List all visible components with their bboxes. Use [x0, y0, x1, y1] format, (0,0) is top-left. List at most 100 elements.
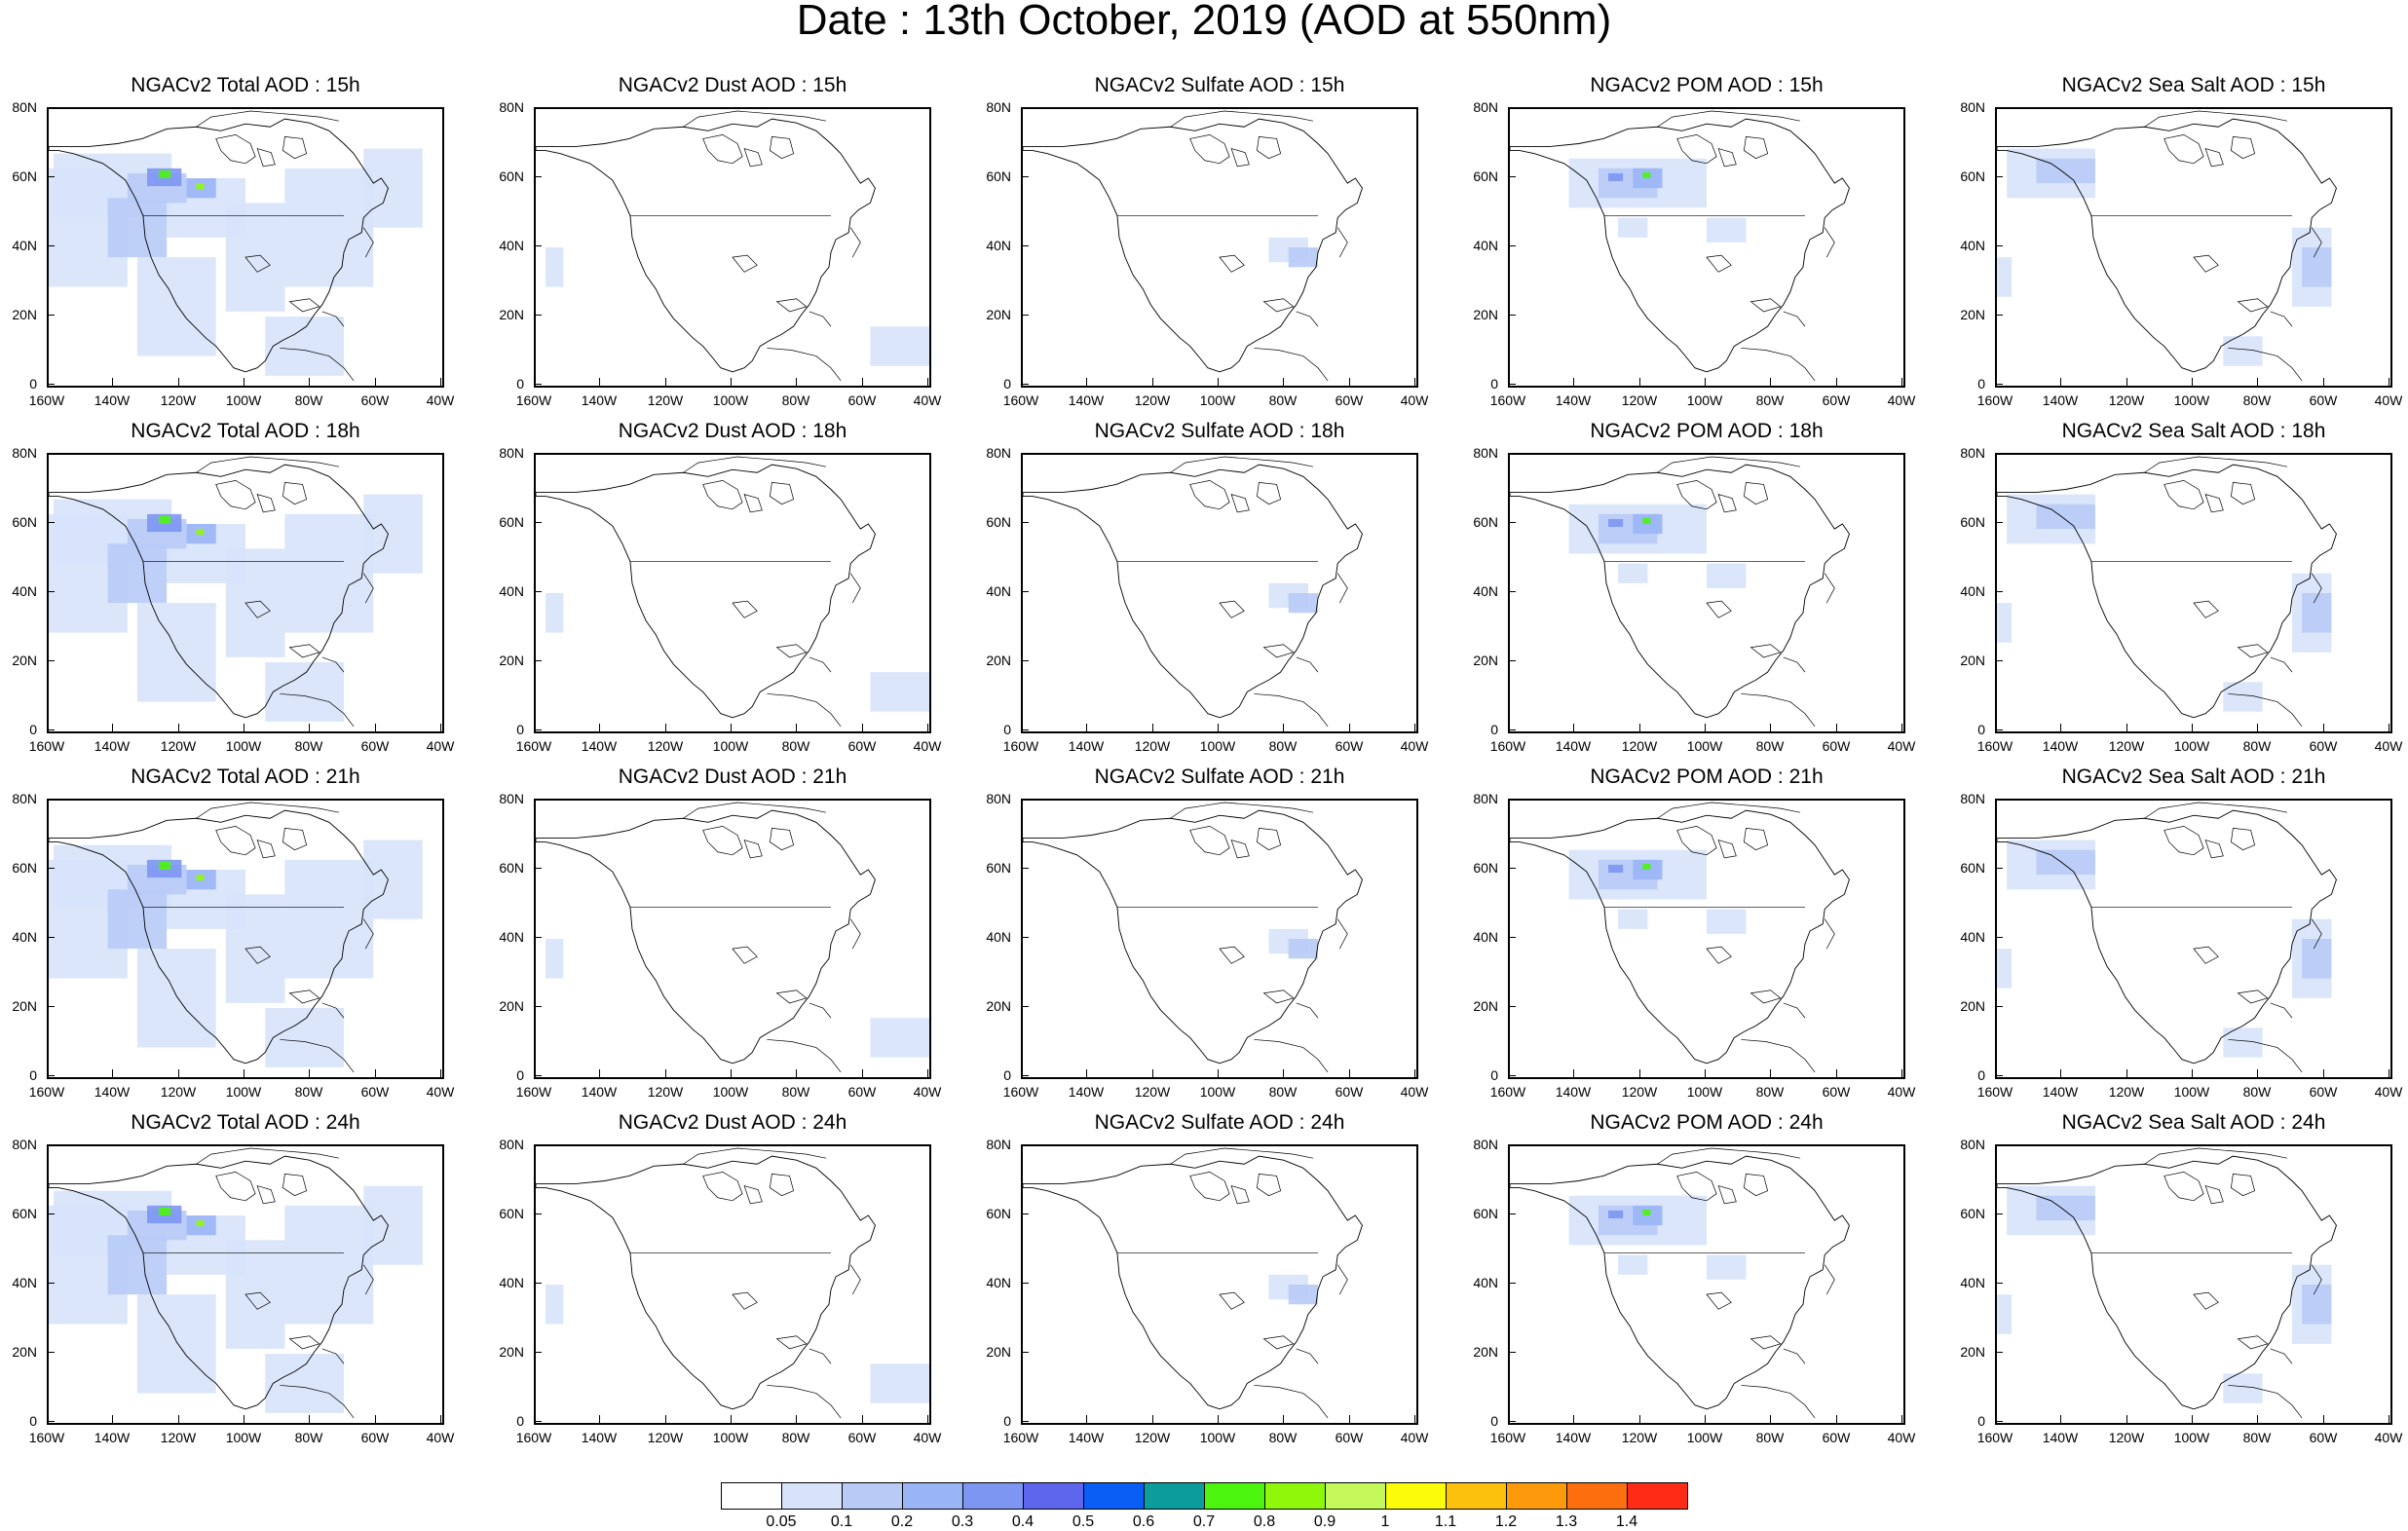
- x-tick: [1349, 1415, 1350, 1423]
- y-tick: [1021, 245, 1029, 246]
- y-tick-label: 0: [1490, 1413, 1498, 1429]
- y-tick-label: 20N: [12, 998, 37, 1014]
- aod-map: [1510, 802, 1850, 1073]
- x-tick-label: 80W: [1268, 738, 1298, 754]
- aod-field-cell: [265, 317, 344, 376]
- x-tick-label: 120W: [160, 1084, 197, 1100]
- y-tick: [1508, 245, 1516, 246]
- y-tick-label: 0: [29, 376, 37, 392]
- aod-field-cell: [363, 494, 423, 574]
- x-tick: [2257, 1415, 2258, 1423]
- aod-map: [1997, 110, 2337, 382]
- y-tick-label: 40N: [986, 1275, 1011, 1290]
- y-tick: [1021, 1352, 1029, 1353]
- coastline-detail: [2230, 136, 2256, 160]
- coastline-detail: [1262, 990, 1295, 1004]
- coastline: [536, 1155, 876, 1410]
- y-tick-label: 20N: [1473, 307, 1498, 322]
- coastline: [1997, 464, 2337, 719]
- colorbar-label: 1.2: [1494, 1513, 1518, 1530]
- y-tick-label: 80N: [1960, 99, 1985, 115]
- coastline-detail: [702, 479, 743, 510]
- coastline-detail: [849, 1264, 861, 1295]
- aod-field-cell: [1618, 1254, 1648, 1275]
- x-tick-label: 80W: [2242, 1084, 2272, 1100]
- x-tick: [2060, 724, 2061, 731]
- x-tick-label: 160W: [515, 1084, 552, 1100]
- coastline-detail: [1254, 348, 1329, 382]
- x-tick-label: 80W: [2242, 392, 2272, 408]
- y-tick: [47, 729, 55, 730]
- x-tick: [178, 1069, 179, 1077]
- map-frame: [47, 453, 444, 733]
- y-tick: [1021, 522, 1029, 523]
- x-tick-label: 140W: [94, 738, 131, 754]
- x-tick: [2060, 1069, 2061, 1077]
- aod-field-cell: [159, 861, 171, 870]
- y-tick-label: 80N: [986, 445, 1011, 461]
- coastline-detail: [1783, 1002, 1806, 1019]
- x-tick: [244, 724, 245, 731]
- x-tick-label: 80W: [1268, 1430, 1298, 1445]
- x-tick: [1995, 1069, 1996, 1077]
- x-tick: [665, 1069, 666, 1077]
- map-frame: [1021, 799, 1418, 1079]
- map-frame: [1995, 799, 2392, 1079]
- aod-field-cell: [284, 859, 374, 979]
- y-tick: [1995, 868, 2003, 869]
- y-tick-label: 60N: [986, 1206, 1011, 1221]
- coastline-detail: [2163, 479, 2204, 510]
- y-tick-label: 60N: [499, 860, 524, 876]
- coastline-detail: [2237, 990, 2269, 1004]
- colorbar-label: 0.8: [1253, 1513, 1276, 1530]
- coastline-detail: [1750, 1335, 1782, 1350]
- y-tick-label: 80N: [1960, 1137, 1985, 1152]
- x-tick-label: 60W: [2309, 1430, 2338, 1445]
- map-panel: NGACv2 Sulfate AOD : 18h 80N 60N 40N 20N 0 160…: [972, 420, 1467, 768]
- x-tick: [796, 724, 797, 731]
- y-tick-label: 40N: [12, 238, 37, 253]
- x-tick-label: 80W: [781, 1084, 810, 1100]
- x-tick-label: 140W: [2042, 1084, 2079, 1100]
- coastline-detail: [1254, 1385, 1329, 1419]
- coastline-detail: [767, 1039, 842, 1073]
- x-tick: [1021, 1069, 1022, 1077]
- coastline-detail: [256, 494, 276, 513]
- coastline-detail: [1189, 133, 1230, 165]
- y-tick: [1508, 868, 1516, 869]
- x-tick-label: 60W: [360, 392, 390, 408]
- aod-field-cell: [1997, 603, 2013, 643]
- coastline-detail: [767, 348, 842, 382]
- y-tick-label: 80N: [12, 1137, 37, 1152]
- panel-title: NGACv2 POM AOD : 21h: [1590, 766, 1824, 788]
- coastline-detail: [1741, 1385, 1816, 1419]
- y-tick: [534, 315, 542, 316]
- x-tick-label: 40W: [2374, 738, 2403, 754]
- x-tick: [1086, 1415, 1087, 1423]
- x-tick-label: 140W: [94, 1430, 131, 1445]
- aod-field-cell: [107, 889, 168, 950]
- map-frame: [1995, 107, 2392, 388]
- coastline-detail: [809, 1002, 832, 1019]
- y-tick-label: 20N: [12, 1344, 37, 1360]
- map-frame: [47, 799, 444, 1079]
- aod-field-cell: [546, 1285, 564, 1325]
- y-tick-label: 60N: [499, 514, 524, 530]
- x-tick-label: 160W: [1489, 1430, 1526, 1445]
- aod-field-cell: [2036, 1195, 2095, 1221]
- y-tick: [1021, 1421, 1029, 1422]
- x-tick: [1021, 724, 1022, 731]
- x-tick: [1770, 724, 1771, 731]
- coastline: [1997, 118, 2337, 373]
- coastline-detail: [196, 802, 340, 819]
- y-tick: [1508, 453, 1516, 454]
- x-tick-label: 100W: [1686, 1430, 1723, 1445]
- aod-field-cell: [2302, 939, 2332, 979]
- coastline-detail: [2144, 802, 2288, 819]
- colorbar-swatch: [1264, 1482, 1326, 1510]
- coastline-detail: [732, 600, 758, 618]
- coastline-detail: [256, 148, 276, 168]
- x-tick-label: 40W: [913, 738, 942, 754]
- colorbar-label: 1.3: [1555, 1513, 1578, 1530]
- x-tick-label: 120W: [647, 1430, 684, 1445]
